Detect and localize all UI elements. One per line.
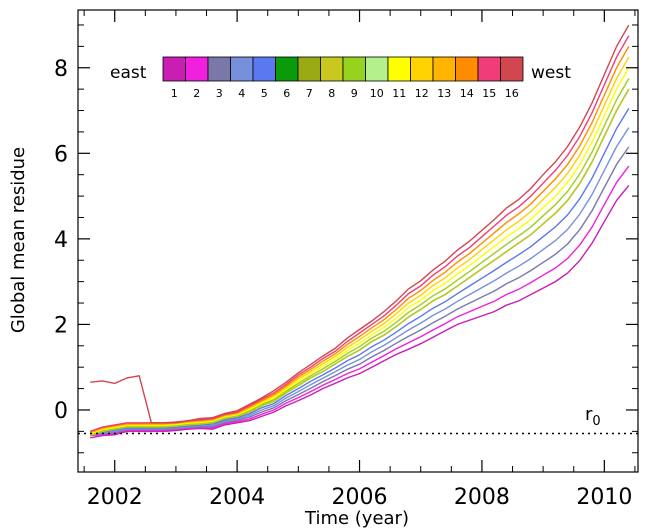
y-tick-label-0: 0 bbox=[54, 399, 68, 424]
reference-line-label: r0 bbox=[585, 404, 601, 429]
colorbar-cell-16 bbox=[500, 56, 524, 82]
y-tick-label-8: 8 bbox=[54, 57, 68, 82]
colorbar-label-12: 12 bbox=[415, 87, 429, 100]
x-tick-label-2010: 2010 bbox=[576, 485, 632, 510]
series-line-16 bbox=[90, 24, 630, 424]
series-line-11 bbox=[89, 67, 630, 435]
x-tick-label-2002: 2002 bbox=[87, 485, 143, 510]
colorbar-label-15: 15 bbox=[482, 87, 496, 100]
colorbar-cell-4 bbox=[230, 56, 254, 82]
colorbar-right-label: west bbox=[531, 63, 571, 83]
colorbar-label-3: 3 bbox=[216, 87, 223, 100]
reference-line-label-main: r bbox=[585, 404, 593, 425]
colorbar-label-9: 9 bbox=[351, 87, 358, 100]
colorbar-label-1: 1 bbox=[171, 87, 178, 100]
x-tick-label-2004: 2004 bbox=[209, 485, 265, 510]
colorbar-cell-9 bbox=[342, 56, 366, 82]
colorbar-label-2: 2 bbox=[193, 87, 200, 100]
colorbar-label-6: 6 bbox=[283, 87, 290, 100]
colorbar-cell-3 bbox=[207, 56, 231, 82]
colorbar-label-5: 5 bbox=[261, 87, 268, 100]
colorbar-label-10: 10 bbox=[370, 87, 384, 100]
y-tick-label-2: 2 bbox=[54, 313, 68, 338]
x-tick-label-2006: 2006 bbox=[332, 485, 388, 510]
colorbar-cell-11 bbox=[387, 56, 411, 82]
colorbar-label-13: 13 bbox=[437, 87, 451, 100]
colorbar-label-8: 8 bbox=[328, 87, 335, 100]
colorbar-cell-15 bbox=[477, 56, 501, 82]
colorbar-cell-12 bbox=[410, 56, 434, 82]
series-line-2 bbox=[90, 165, 630, 437]
y-tick-label-6: 6 bbox=[54, 142, 68, 167]
colorbar-cell-2 bbox=[185, 56, 209, 82]
series-layer bbox=[89, 24, 630, 439]
colorbar-cell-14 bbox=[455, 56, 479, 82]
x-axis: 2002 2004 2006 2008 2010 bbox=[83, 10, 636, 510]
plot-frame bbox=[77, 9, 639, 473]
series-line-4 bbox=[90, 127, 630, 437]
colorbar-label-16: 16 bbox=[505, 87, 519, 100]
series-line-1 bbox=[90, 184, 630, 439]
series-line-3 bbox=[90, 146, 630, 435]
x-tick-label-2008: 2008 bbox=[454, 485, 510, 510]
series-line-8 bbox=[89, 88, 630, 437]
y-axis: 0 2 4 6 8 bbox=[54, 24, 638, 454]
series-line-6 bbox=[89, 88, 630, 437]
series-line-12 bbox=[89, 56, 630, 434]
colorbar-label-4: 4 bbox=[238, 87, 245, 100]
colorbar-cell-6 bbox=[275, 56, 299, 82]
reference-line-label-sub: 0 bbox=[592, 414, 600, 429]
colorbar-label-11: 11 bbox=[392, 87, 406, 100]
colorbar-cell-10 bbox=[365, 56, 389, 82]
colorbar-cell-8 bbox=[320, 56, 344, 82]
x-axis-label: Time (year) bbox=[304, 508, 409, 529]
colorbar-cell-13 bbox=[432, 56, 456, 82]
colorbar-cell-1 bbox=[162, 56, 186, 82]
series-line-9 bbox=[89, 78, 630, 436]
colorbar-label-14: 14 bbox=[460, 87, 474, 100]
colorbar-left-label: east bbox=[110, 63, 147, 83]
colorbar: 1 2 3 4 5 6 7 8 9 10 11 12 13 14 15 16 bbox=[162, 56, 524, 100]
colorbar-cell-7 bbox=[297, 56, 321, 82]
colorbar-cell-5 bbox=[252, 56, 276, 82]
y-axis-label: Global mean residue bbox=[8, 147, 29, 333]
y-tick-label-4: 4 bbox=[54, 228, 68, 253]
series-line-5 bbox=[90, 108, 630, 435]
colorbar-label-7: 7 bbox=[306, 87, 313, 100]
